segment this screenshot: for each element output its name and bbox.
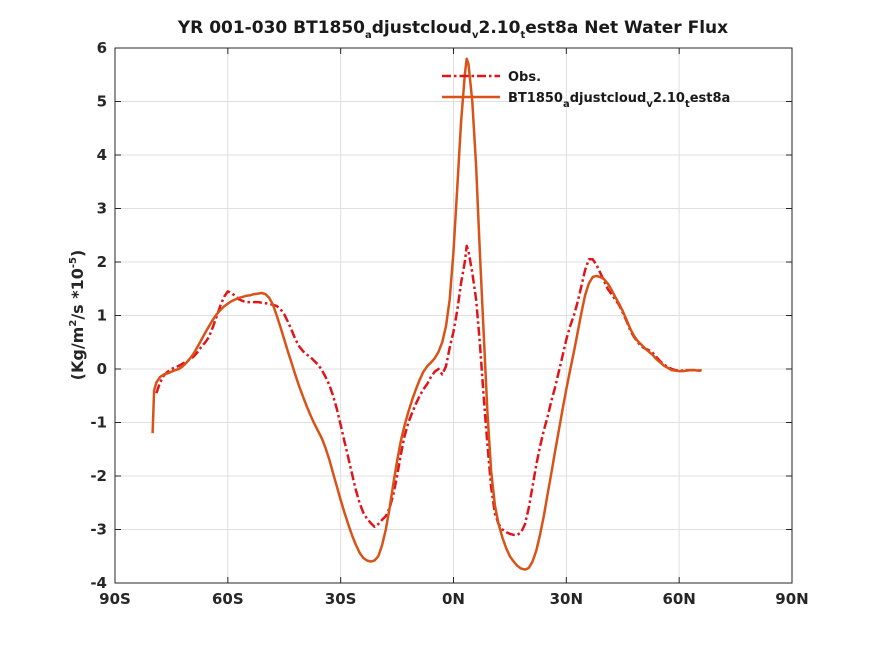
y-axis-label: (Kg/m2/s *10-5) bbox=[68, 250, 87, 381]
x-tick-label: 60N bbox=[662, 590, 695, 608]
y-tick-label: 1 bbox=[97, 307, 107, 325]
legend-label-model: BT1850adjustcloudv2.10test8a bbox=[508, 91, 730, 110]
y-tick-label: 4 bbox=[97, 146, 107, 164]
y-tick-label: -4 bbox=[90, 574, 107, 592]
y-tick-label: -1 bbox=[90, 414, 107, 432]
y-tick-label: 2 bbox=[97, 253, 107, 271]
x-tick-label: 90S bbox=[99, 590, 131, 608]
y-tick-label: 5 bbox=[97, 93, 107, 111]
x-tick-label: 0N bbox=[442, 590, 465, 608]
legend: Obs. BT1850adjustcloudv2.10test8a bbox=[442, 70, 730, 110]
y-tick-label: 0 bbox=[97, 360, 107, 378]
y-tick-label: 3 bbox=[97, 200, 107, 218]
series-line-model bbox=[151, 57, 702, 571]
x-tick-label: 30S bbox=[325, 590, 357, 608]
chart-title: YR 001-030 BT1850adjustcloudv2.10test8a … bbox=[177, 18, 728, 41]
y-tick-label: 6 bbox=[97, 39, 107, 57]
series-layer bbox=[151, 57, 702, 571]
x-tick-label: 60S bbox=[212, 590, 244, 608]
y-tick-label: -3 bbox=[90, 521, 107, 539]
series-line-obs bbox=[155, 244, 702, 537]
legend-label-obs: Obs. bbox=[508, 70, 541, 85]
x-tick-label: 90N bbox=[775, 590, 808, 608]
y-tick-label: -2 bbox=[90, 467, 107, 485]
axis-ticks bbox=[114, 47, 793, 584]
x-tick-label: 30N bbox=[550, 590, 583, 608]
tick-labels: 90S 60S 30S 0N 30N 60N 90N -4 -3 -2 -1 0 1 2 3 4 5 6 bbox=[90, 39, 808, 608]
